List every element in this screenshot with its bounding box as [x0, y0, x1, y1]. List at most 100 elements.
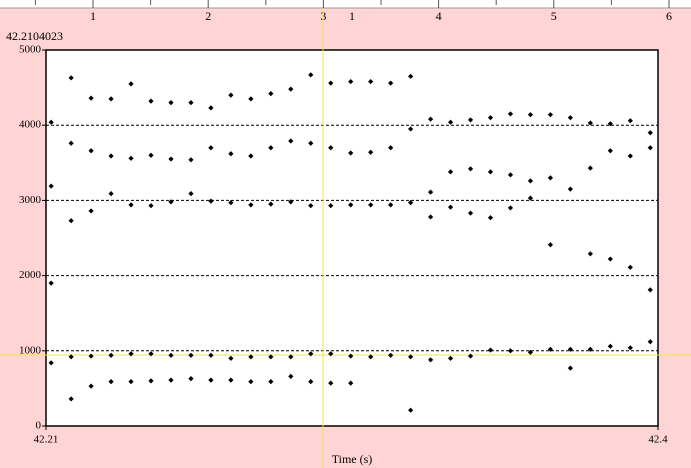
- data-point: [68, 75, 74, 81]
- data-point: [467, 117, 474, 123]
- data-point: [168, 352, 174, 358]
- data-point: [108, 96, 114, 102]
- data-point: [108, 352, 114, 358]
- data-point: [248, 379, 254, 385]
- data-point: [148, 152, 154, 158]
- data-point: [627, 153, 633, 159]
- data-point: [567, 186, 573, 192]
- data-point: [427, 357, 434, 363]
- data-point: [208, 145, 214, 151]
- data-point: [48, 280, 54, 286]
- cursor-label: 42.2104023: [6, 29, 63, 43]
- marker-label: 1: [349, 9, 355, 23]
- data-point: [328, 80, 334, 86]
- data-point: [427, 189, 434, 195]
- data-point: [188, 157, 194, 163]
- data-point: [248, 96, 254, 102]
- data-point: [547, 112, 554, 118]
- data-point: [507, 348, 514, 354]
- y-tick-label: 4000: [19, 119, 42, 131]
- ruler-label: 5: [551, 9, 557, 23]
- data-point: [228, 151, 234, 157]
- data-point: [148, 378, 154, 384]
- data-point: [527, 195, 534, 201]
- data-point: [587, 120, 593, 126]
- data-point: [288, 138, 294, 144]
- data-point: [188, 100, 194, 106]
- data-point: [48, 360, 54, 366]
- data-point: [228, 377, 234, 383]
- data-point: [308, 140, 314, 146]
- data-point: [408, 354, 414, 360]
- data-point: [328, 203, 334, 209]
- y-tick-label: 0: [36, 420, 42, 432]
- x-axis-label: Time (s): [332, 452, 373, 466]
- plot-border: [45, 49, 659, 427]
- data-point: [388, 352, 394, 358]
- data-point: [647, 287, 653, 293]
- data-point: [68, 354, 74, 360]
- data-point: [308, 72, 314, 78]
- data-point: [567, 115, 573, 121]
- data-point: [248, 153, 254, 159]
- ruler-band: [0, 0, 691, 8]
- data-point: [348, 202, 354, 208]
- data-point: [527, 349, 534, 355]
- data-point: [208, 377, 214, 383]
- data-point: [108, 191, 114, 197]
- data-point: [148, 203, 154, 209]
- data-point: [128, 379, 134, 385]
- data-point: [88, 353, 94, 359]
- data-point: [547, 175, 554, 181]
- data-point: [168, 100, 174, 106]
- data-point: [48, 119, 54, 125]
- data-point: [68, 218, 74, 224]
- data-point: [487, 215, 494, 221]
- y-tick-label: 2000: [19, 269, 42, 281]
- data-point: [647, 339, 653, 345]
- data-point: [168, 156, 174, 162]
- data-point: [328, 351, 334, 357]
- data-point: [268, 354, 274, 360]
- data-point: [368, 354, 374, 360]
- data-point: [607, 256, 613, 262]
- data-point: [208, 198, 214, 204]
- data-point: [348, 380, 354, 386]
- data-point: [368, 202, 374, 208]
- data-point: [288, 86, 294, 92]
- data-point: [408, 407, 414, 413]
- x-tick-label: 42.4: [648, 434, 668, 446]
- data-point: [48, 183, 54, 189]
- data-point: [288, 354, 294, 360]
- data-point: [647, 130, 653, 136]
- data-point: [547, 346, 554, 352]
- data-point: [88, 148, 94, 154]
- data-point: [168, 199, 174, 205]
- data-point: [68, 140, 74, 146]
- data-point: [208, 352, 214, 358]
- data-point: [587, 346, 593, 352]
- data-point: [128, 81, 134, 87]
- data-point: [627, 345, 633, 351]
- data-point: [188, 352, 194, 358]
- data-point: [268, 145, 274, 151]
- data-point: [68, 396, 74, 402]
- data-point: [447, 119, 454, 125]
- data-point: [467, 353, 474, 359]
- data-point: [487, 115, 494, 121]
- data-point: [388, 80, 394, 86]
- data-point: [208, 105, 214, 111]
- data-point: [128, 202, 134, 208]
- data-point: [567, 365, 573, 371]
- data-point: [368, 149, 374, 155]
- data-point: [607, 121, 613, 127]
- data-point: [388, 145, 394, 151]
- data-point: [527, 178, 534, 184]
- data-point: [607, 343, 613, 349]
- data-point: [128, 155, 134, 161]
- y-tick-label: 1000: [19, 344, 42, 356]
- data-point: [108, 153, 114, 159]
- ruler-label: 4: [436, 9, 442, 23]
- data-point: [487, 169, 494, 175]
